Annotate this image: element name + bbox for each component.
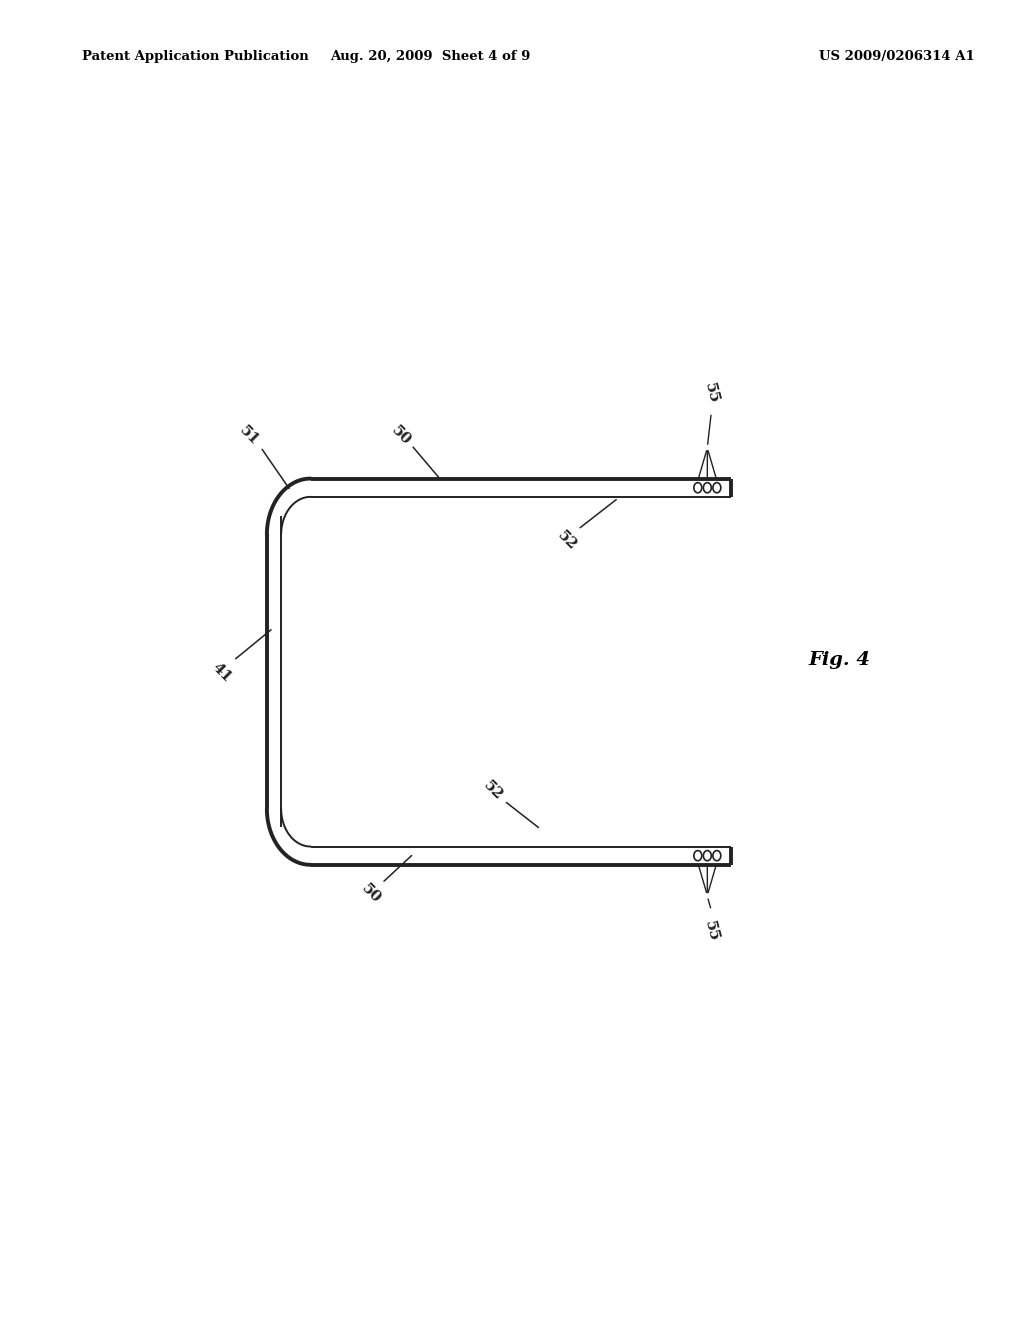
Text: US 2009/0206314 A1: US 2009/0206314 A1: [819, 50, 975, 63]
Text: 52: 52: [554, 528, 580, 553]
Text: 51: 51: [237, 424, 262, 449]
Text: 55: 55: [701, 381, 721, 405]
Text: Patent Application Publication: Patent Application Publication: [82, 50, 308, 63]
Text: 50: 50: [358, 880, 383, 906]
Text: 50: 50: [388, 424, 414, 449]
Text: 41: 41: [209, 660, 234, 685]
Text: Fig. 4: Fig. 4: [809, 651, 870, 669]
Text: 52: 52: [480, 779, 506, 803]
Text: 55: 55: [701, 919, 721, 942]
Text: Aug. 20, 2009  Sheet 4 of 9: Aug. 20, 2009 Sheet 4 of 9: [330, 50, 530, 63]
